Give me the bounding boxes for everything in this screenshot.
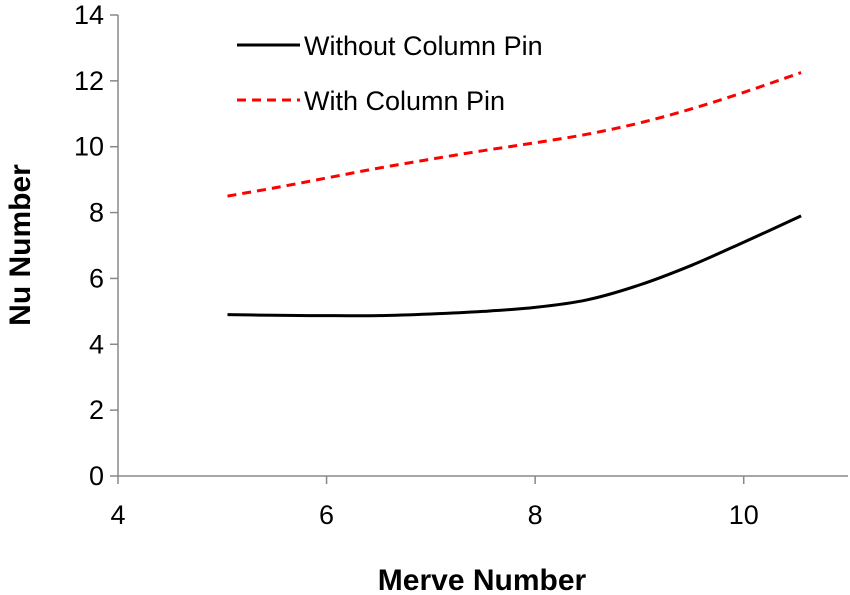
series-lines	[227, 71, 802, 318]
x-tick-label: 6	[319, 500, 334, 530]
legend: Without Column Pin With Column Pin	[237, 31, 543, 116]
y-tick-label: 8	[89, 198, 104, 228]
x-axis-title: Merve Number	[378, 564, 587, 595]
y-tick-label: 14	[74, 0, 104, 30]
x-tick-label: 8	[528, 500, 543, 530]
y-tick-label: 0	[89, 461, 104, 491]
y-tick-label: 6	[89, 263, 104, 293]
x-tick-label: 4	[110, 500, 125, 530]
y-axis-title: Nu Number	[4, 164, 37, 326]
x-tick-label: 10	[729, 500, 759, 530]
y-tick-label: 12	[74, 66, 104, 96]
axes: 0 2 4 6 8 10 12 14 4 6 8 10	[74, 0, 848, 530]
y-tick-label: 2	[89, 395, 104, 425]
legend-label: Without Column Pin	[304, 31, 543, 61]
y-tick-label: 4	[89, 329, 104, 359]
series-line-with-column-pin	[227, 71, 802, 198]
legend-label: With Column Pin	[304, 86, 505, 116]
y-tick-label: 10	[74, 132, 104, 162]
series-line-without-column-pin	[227, 214, 802, 318]
